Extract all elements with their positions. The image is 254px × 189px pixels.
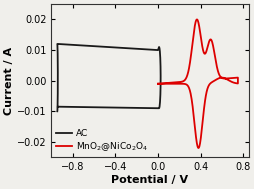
Legend: AC, MnO$_2$@NiCo$_2$O$_4$: AC, MnO$_2$@NiCo$_2$O$_4$ bbox=[56, 129, 147, 153]
X-axis label: Potential / V: Potential / V bbox=[111, 175, 188, 185]
Y-axis label: Current / A: Current / A bbox=[4, 47, 14, 115]
